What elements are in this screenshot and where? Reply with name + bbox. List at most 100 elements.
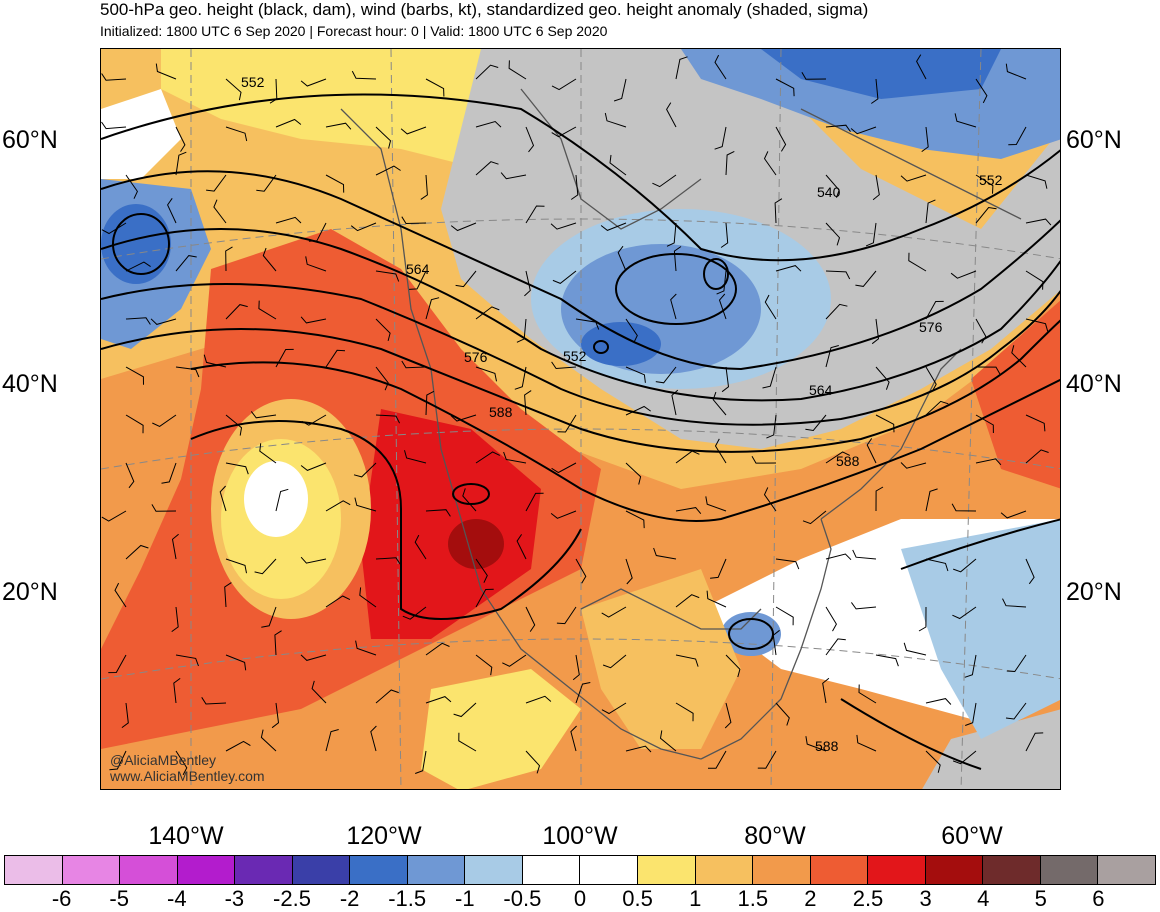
- contour-labels: 552 564 576 588 552 540 552 576 564 588 …: [241, 74, 1003, 754]
- wind-barb: [718, 293, 727, 320]
- lat-label-60n-right: 60°N: [1066, 126, 1122, 154]
- colorbar-tick-label: -3: [224, 886, 245, 911]
- anomaly-white-pacific-high: [244, 461, 308, 537]
- wind-barb: [175, 151, 187, 176]
- wind-barb: [675, 594, 700, 608]
- wind-barb: [557, 414, 577, 433]
- wind-barb: [825, 451, 851, 464]
- wind-barb: [359, 587, 377, 608]
- colorbar-tick-label: -1: [455, 886, 475, 911]
- colorbar-swatch: [810, 856, 869, 884]
- wind-barb: [925, 698, 952, 705]
- wind-barb: [1025, 732, 1044, 752]
- wind-barb: [114, 582, 127, 608]
- wind-barb: [925, 366, 937, 392]
- wind-barb: [675, 56, 688, 80]
- wind-barb: [805, 414, 827, 432]
- wind-barb: [725, 654, 741, 678]
- wind-barb: [975, 366, 1001, 375]
- wind-barb: [900, 462, 927, 469]
- contour-label-6: 540: [817, 184, 841, 200]
- wind-barb: [858, 684, 877, 704]
- wind-barb: [655, 366, 677, 384]
- wind-barb: [225, 246, 233, 272]
- wind-barb: [219, 485, 227, 512]
- wind-barb: [550, 510, 577, 519]
- anomaly-darkblue-greenland: [761, 49, 1001, 99]
- colorbar-tick-label: 5: [1034, 886, 1047, 911]
- lat-label-40n-right: 40°N: [1066, 370, 1122, 398]
- wind-barb: [556, 606, 577, 625]
- wind-barb: [225, 740, 251, 752]
- wind-barb: [224, 582, 232, 608]
- colorbar: [4, 855, 1156, 885]
- wind-barb: [625, 462, 642, 485]
- wind-barb: [900, 174, 927, 182]
- wind-barb: [908, 252, 927, 272]
- colorbar-tick-label: 0: [573, 886, 587, 911]
- map-panel[interactable]: 552 564 576 588 552 540 552 576 564 588 …: [100, 48, 1061, 790]
- wind-barb: [301, 414, 327, 426]
- wind-barb: [1008, 126, 1027, 146]
- anomaly-darkblue-pacific: [101, 204, 171, 284]
- wind-barb: [325, 595, 351, 608]
- contour-label-11: 588: [815, 738, 839, 754]
- wind-barb: [575, 682, 591, 704]
- wind-barb: [706, 590, 727, 608]
- wind-barb: [551, 361, 577, 370]
- wind-barb: [865, 222, 877, 247]
- colorbar-tick-label: 4: [977, 886, 990, 911]
- wind-barb: [716, 270, 727, 295]
- wind-barb: [762, 366, 777, 389]
- wind-barb: [572, 654, 580, 681]
- wind-barb: [1005, 702, 1027, 720]
- wind-barb: [175, 654, 199, 667]
- wind-barb: [225, 654, 247, 671]
- wind-barb: [825, 124, 851, 132]
- wind-barb: [225, 78, 242, 101]
- wind-barb: [850, 602, 877, 610]
- wind-barb: [101, 222, 127, 235]
- wind-barb: [300, 316, 327, 324]
- wind-barb: [875, 366, 890, 390]
- wind-barb: [775, 78, 795, 97]
- wind-barb: [1000, 510, 1027, 519]
- wind-barb: [370, 725, 377, 752]
- wind-barb: [653, 547, 677, 560]
- credit-url[interactable]: www.AliciaMBentley.com: [110, 768, 265, 784]
- wind-barb: [425, 390, 435, 416]
- wind-barb: [167, 198, 177, 224]
- wind-barb: [850, 126, 877, 135]
- wind-barb: [825, 606, 837, 632]
- wind-barb: [975, 414, 994, 434]
- wind-barb: [802, 510, 827, 525]
- wind-barb: [161, 462, 177, 484]
- wind-barb: [822, 677, 830, 704]
- contour-label-5: 552: [563, 348, 587, 364]
- wind-barb: [1005, 63, 1027, 80]
- anomaly-lightorange-gulf: [581, 569, 741, 749]
- wind-barb: [720, 222, 729, 248]
- wind-barb: [101, 510, 127, 522]
- lon-label-60w: 60°W: [941, 822, 1003, 850]
- wind-barb: [964, 654, 977, 678]
- wind-barb: [355, 640, 377, 656]
- wind-barb: [125, 174, 138, 199]
- wind-barb: [260, 729, 277, 752]
- wind-barb: [151, 504, 177, 512]
- wind-barb: [402, 606, 427, 620]
- colorbar-swatch: [407, 856, 466, 884]
- wind-barb: [551, 126, 577, 138]
- wind-barb: [975, 174, 994, 194]
- colorbar-tick-label: -2: [339, 886, 360, 911]
- wind-barb: [375, 366, 389, 391]
- wind-barb: [625, 558, 633, 585]
- wind-barb: [305, 256, 327, 272]
- wind-barb: [714, 126, 727, 150]
- colorbar-swatch: [580, 856, 639, 884]
- lat-label-60n-left: 60°N: [2, 126, 58, 154]
- wind-barb: [712, 391, 727, 416]
- wind-barb: [173, 677, 181, 704]
- wind-barb: [259, 443, 277, 464]
- contour-label-9: 564: [809, 382, 833, 398]
